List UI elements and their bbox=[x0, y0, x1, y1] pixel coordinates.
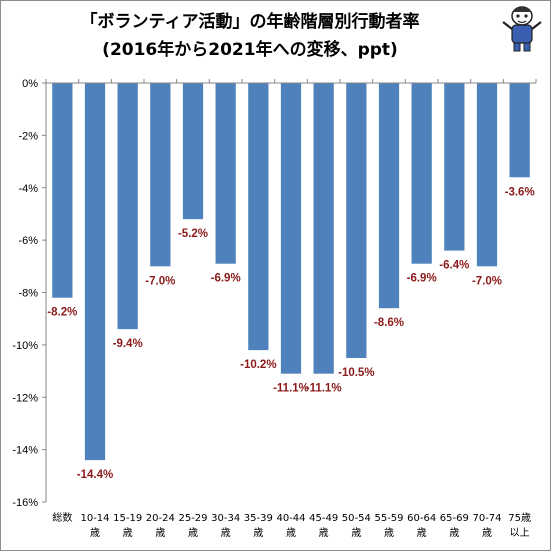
bar bbox=[411, 83, 432, 264]
y-tick-label: 0% bbox=[22, 78, 38, 90]
x-category-label: 総数 bbox=[52, 511, 72, 524]
x-category-label: 50-54 bbox=[342, 513, 371, 524]
data-label: -6.9% bbox=[407, 273, 437, 285]
x-category-label: 45-49 bbox=[309, 513, 338, 524]
x-category-label: 30-34 bbox=[211, 513, 240, 524]
bar bbox=[509, 83, 530, 178]
y-tick-label: -16% bbox=[12, 497, 38, 509]
data-label: -7.0% bbox=[472, 275, 502, 287]
x-category-label: 歳 bbox=[253, 527, 263, 539]
data-label: -14.4% bbox=[77, 469, 113, 481]
data-label: -3.6% bbox=[505, 186, 535, 198]
bar bbox=[378, 83, 400, 309]
data-label: -6.9% bbox=[211, 273, 241, 285]
x-category-label: 75歳 bbox=[508, 512, 531, 524]
x-category-label: 歳 bbox=[286, 527, 296, 539]
bar bbox=[313, 83, 334, 374]
data-label: -8.2% bbox=[47, 307, 77, 319]
x-category-label: 歳 bbox=[449, 527, 459, 539]
x-category-label: 20-24 bbox=[146, 513, 175, 524]
x-category-label: 65-69 bbox=[440, 513, 469, 524]
y-tick-label: -8% bbox=[18, 288, 38, 300]
bar bbox=[215, 83, 236, 264]
x-category-label: 40-44 bbox=[276, 513, 305, 524]
x-category-label: 歳 bbox=[221, 527, 231, 539]
bar bbox=[52, 83, 73, 298]
data-label: -5.2% bbox=[178, 228, 208, 240]
data-label: -10.2% bbox=[240, 359, 276, 371]
data-label: -9.4% bbox=[113, 338, 143, 350]
bars-layer bbox=[52, 83, 530, 461]
x-category-label: 歳 bbox=[90, 527, 100, 539]
bar bbox=[476, 83, 498, 267]
bar bbox=[346, 83, 367, 358]
data-label: -7.0% bbox=[145, 275, 175, 287]
bar bbox=[117, 83, 138, 330]
y-tick-label: -4% bbox=[18, 183, 38, 195]
x-category-label: 歳 bbox=[351, 527, 361, 539]
data-label: -6.4% bbox=[439, 260, 469, 272]
data-label: -11.1% bbox=[273, 383, 309, 395]
y-tick-label: -6% bbox=[18, 235, 38, 247]
bar bbox=[444, 83, 465, 251]
bar bbox=[150, 83, 171, 267]
x-category-label: 歳 bbox=[384, 527, 394, 539]
x-category-label: 55-59 bbox=[374, 513, 403, 524]
x-category-label: 70-74 bbox=[472, 513, 501, 524]
bar bbox=[248, 83, 269, 351]
y-tick-label: -2% bbox=[18, 130, 38, 142]
chart-subtitle: (2016年から2021年への変移、ppt) bbox=[102, 40, 398, 60]
x-category-label: 歳 bbox=[188, 527, 198, 539]
x-category-label: 歳 bbox=[417, 527, 427, 539]
mascot-character-icon bbox=[502, 6, 542, 52]
y-tick-label: -12% bbox=[12, 392, 38, 404]
x-category-label: 歳 bbox=[319, 527, 329, 539]
x-category-label: 60-64 bbox=[407, 513, 436, 524]
x-category-label: 10-14 bbox=[80, 513, 109, 524]
data-label: -10.5% bbox=[338, 367, 374, 379]
y-tick-label: -14% bbox=[12, 445, 38, 457]
bar bbox=[182, 83, 204, 220]
x-category-label: 25-29 bbox=[178, 513, 207, 524]
x-category-label: 以上 bbox=[510, 527, 530, 539]
axis-layer: 0% -2% -4% -6% -8% -10% -12% -14% -16% bbox=[12, 78, 537, 509]
data-label: -8.6% bbox=[374, 317, 404, 329]
x-category-label: 歳 bbox=[482, 527, 492, 539]
data-label: -11.1% bbox=[306, 383, 342, 395]
labels-layer: -8.2% 総数 -14.4% 10-14 歳 -9.4% 15-19 歳 -7.0% 20-24… bbox=[47, 186, 534, 539]
chart-title: 「ボランティア活動」の年齢階層別行動者率 bbox=[80, 12, 420, 32]
x-category-label: 歳 bbox=[123, 527, 133, 539]
x-category-label: 歳 bbox=[155, 527, 165, 539]
bar bbox=[280, 83, 302, 374]
y-tick-label: -10% bbox=[12, 340, 38, 352]
x-category-label: 35-39 bbox=[244, 513, 273, 524]
bar bbox=[84, 83, 106, 461]
x-category-label: 15-19 bbox=[113, 513, 142, 524]
